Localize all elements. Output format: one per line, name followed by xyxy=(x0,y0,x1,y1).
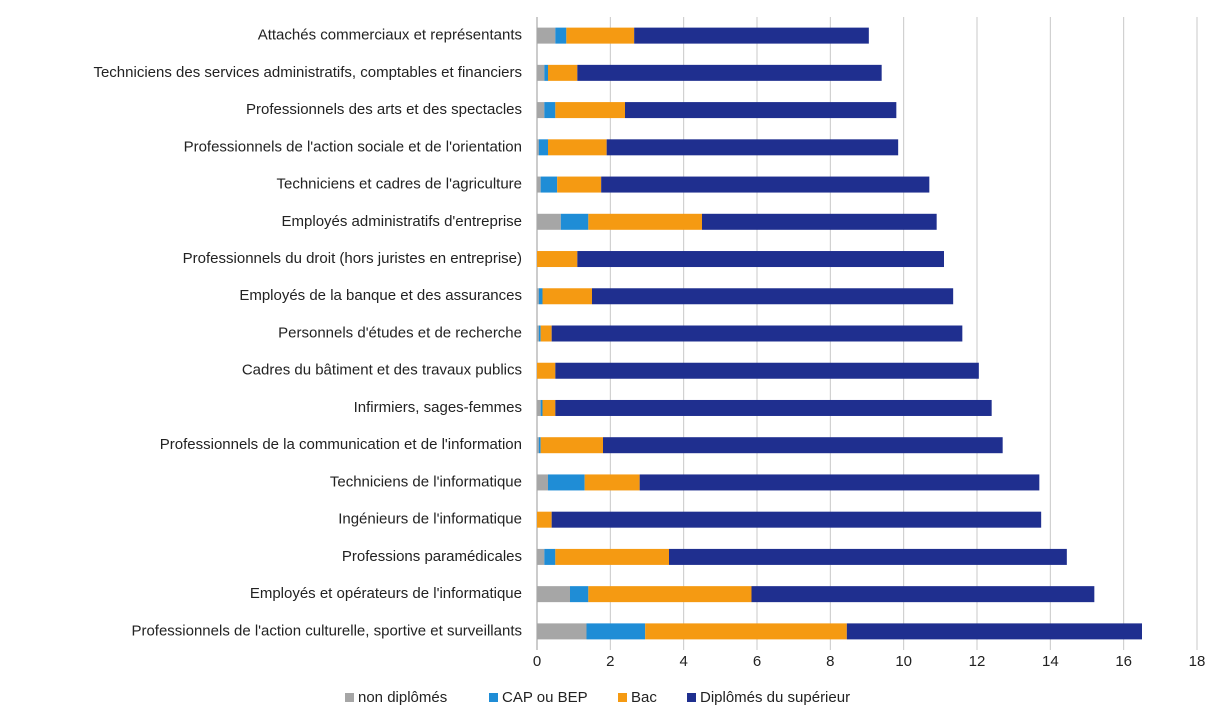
bar-segment xyxy=(634,27,869,44)
y-tick-label: Professionnels de l'action sociale et de… xyxy=(184,138,522,155)
x-tick-label: 8 xyxy=(826,653,834,670)
bar-segment xyxy=(577,251,944,268)
legend-label: Diplômés du supérieur xyxy=(700,689,850,706)
bar-segment xyxy=(544,64,548,81)
x-tick-label: 18 xyxy=(1189,653,1206,670)
bar-segment xyxy=(537,399,541,416)
bar-segment xyxy=(538,139,548,156)
bar-segment xyxy=(540,325,552,342)
x-tick-label: 0 xyxy=(533,653,541,670)
bar-segment xyxy=(537,288,539,305)
bar-segment xyxy=(606,139,899,156)
bar-segment xyxy=(544,102,556,119)
legend-swatch xyxy=(489,693,498,702)
x-tick-label: 2 xyxy=(606,653,614,670)
bar-segment xyxy=(538,437,541,454)
x-tick-label: 6 xyxy=(753,653,761,670)
bar-segment xyxy=(555,27,567,44)
bar-segment xyxy=(551,511,1042,528)
bar-segment xyxy=(542,399,556,416)
y-tick-label: Employés et opérateurs de l'informatique xyxy=(250,585,522,602)
bar-segment xyxy=(603,437,1003,454)
bar-segment xyxy=(537,139,539,156)
y-tick-label: Personnels d'études et de recherche xyxy=(278,324,522,341)
bar-segment xyxy=(577,64,882,81)
y-tick-label: Cadres du bâtiment et des travaux public… xyxy=(242,362,522,379)
bar-segment xyxy=(601,176,930,193)
bar-segment xyxy=(555,102,625,119)
bar-segment xyxy=(751,586,1095,603)
bar-segment xyxy=(537,437,539,454)
bar-segment xyxy=(540,437,603,454)
y-tick-label: Professions paramédicales xyxy=(342,548,522,565)
y-tick-label: Attachés commerciaux et représentants xyxy=(258,27,522,44)
bar-segment xyxy=(537,362,556,379)
bar-segment xyxy=(846,623,1142,640)
y-tick-label: Professionnels de l'action culturelle, s… xyxy=(131,622,522,639)
bar-segment xyxy=(584,474,640,491)
y-tick-label: Techniciens et cadres de l'agriculture xyxy=(277,176,523,193)
bar-segment xyxy=(625,102,897,119)
bar-segment xyxy=(544,548,556,565)
y-tick-label: Techniciens des services administratifs,… xyxy=(93,64,522,81)
bar-segment xyxy=(537,623,587,640)
bar-segment xyxy=(537,27,556,44)
y-tick-label: Employés administratifs d'entreprise xyxy=(282,213,522,230)
bar-segment xyxy=(669,548,1067,565)
y-tick-label: Infirmiers, sages-femmes xyxy=(354,399,522,416)
x-tick-label: 10 xyxy=(895,653,912,670)
bar-segment xyxy=(548,474,585,491)
y-tick-label: Professionnels des arts et des spectacle… xyxy=(246,101,522,118)
x-tick-label: 12 xyxy=(969,653,986,670)
y-tick-label: Professionnels de la communication et de… xyxy=(160,436,522,453)
y-tick-label: Ingénieurs de l'informatique xyxy=(338,511,522,528)
bar-segment xyxy=(639,474,1040,491)
bar-segment xyxy=(555,548,669,565)
legend-label: CAP ou BEP xyxy=(502,689,588,706)
bar-segment xyxy=(557,176,602,193)
y-tick-label: Professionnels du droit (hors juristes e… xyxy=(183,250,522,267)
bar-segment xyxy=(537,64,545,81)
bar-segment xyxy=(537,474,548,491)
bar-segment xyxy=(538,325,541,342)
x-tick-label: 16 xyxy=(1115,653,1132,670)
bar-segment xyxy=(537,251,578,268)
bar-segment xyxy=(588,213,702,230)
x-tick-label: 4 xyxy=(679,653,687,670)
bar-segment xyxy=(586,623,646,640)
bar-segment xyxy=(537,511,552,528)
y-tick-label: Employés de la banque et des assurances xyxy=(239,287,522,304)
bar-segment xyxy=(537,176,541,193)
bar-segment xyxy=(555,399,992,416)
bar-segment xyxy=(570,586,589,603)
bar-segment xyxy=(592,288,954,305)
bar-segment xyxy=(540,176,558,193)
bar-segment xyxy=(645,623,847,640)
bar-segment xyxy=(551,325,963,342)
bar-segment xyxy=(555,362,979,379)
bar-segment xyxy=(538,288,543,305)
y-tick-label: Techniciens de l'informatique xyxy=(330,473,522,490)
bar-segment xyxy=(537,586,570,603)
bar-segment xyxy=(537,102,545,119)
bar-segment xyxy=(540,399,543,416)
legend-swatch xyxy=(618,693,627,702)
bar-segment xyxy=(548,139,607,156)
bar-segment xyxy=(542,288,592,305)
bar-segment xyxy=(537,213,561,230)
legend-swatch xyxy=(345,693,354,702)
bar-segment xyxy=(566,27,635,44)
legend-swatch xyxy=(687,693,696,702)
bar-segment xyxy=(560,213,589,230)
bar-segment xyxy=(537,548,545,565)
bar-segment xyxy=(537,325,539,342)
bar-segment xyxy=(548,64,578,81)
bar-segment xyxy=(588,586,752,603)
legend-label: non diplômés xyxy=(358,689,447,706)
x-tick-label: 14 xyxy=(1042,653,1059,670)
legend-label: Bac xyxy=(631,689,657,706)
bar-segment xyxy=(702,213,937,230)
